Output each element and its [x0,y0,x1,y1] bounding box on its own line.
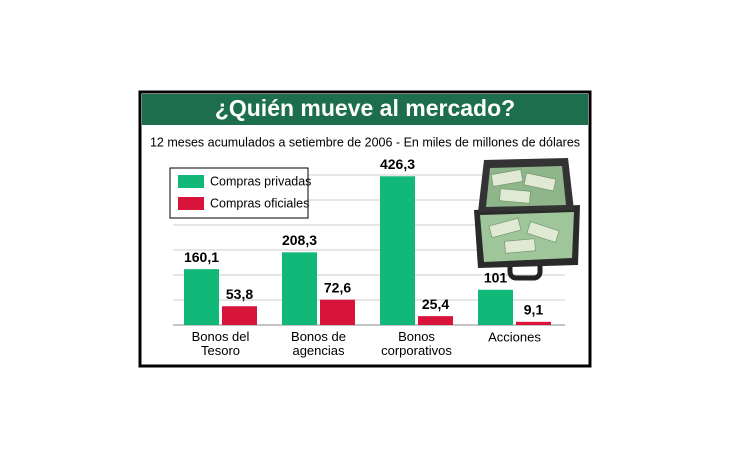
value-label: 101 [484,269,508,285]
title-band [142,94,588,125]
legend-swatch [178,175,204,188]
x-tick-label: Bonos corporativos [381,329,452,358]
bar [516,321,551,325]
bar [222,306,257,325]
bar [478,289,513,325]
bar [282,252,317,325]
value-label: 426,3 [380,156,415,172]
chart-title: ¿Quién mueve al mercado? [215,95,515,121]
value-label: 160,1 [184,249,219,265]
value-label: 53,8 [226,286,253,302]
legend-label: Compras privadas [210,174,311,188]
x-tick-label: Bonos de agencias [291,329,346,358]
legend-label: Compras oficiales [210,196,309,210]
chart-subtitle: 12 meses acumulados a setiembre de 2006 … [150,135,580,149]
x-tick-label: Acciones [488,329,541,344]
value-label: 9,1 [524,302,544,318]
briefcase [474,158,580,281]
legend-swatch [178,197,204,210]
bar [320,299,355,325]
x-tick-label: Bonos del Tesoro [192,329,250,358]
bar [184,269,219,325]
value-label: 208,3 [282,232,317,248]
bar [380,176,415,325]
bar [418,316,453,325]
value-label: 25,4 [422,296,449,312]
value-label: 72,6 [324,279,351,295]
